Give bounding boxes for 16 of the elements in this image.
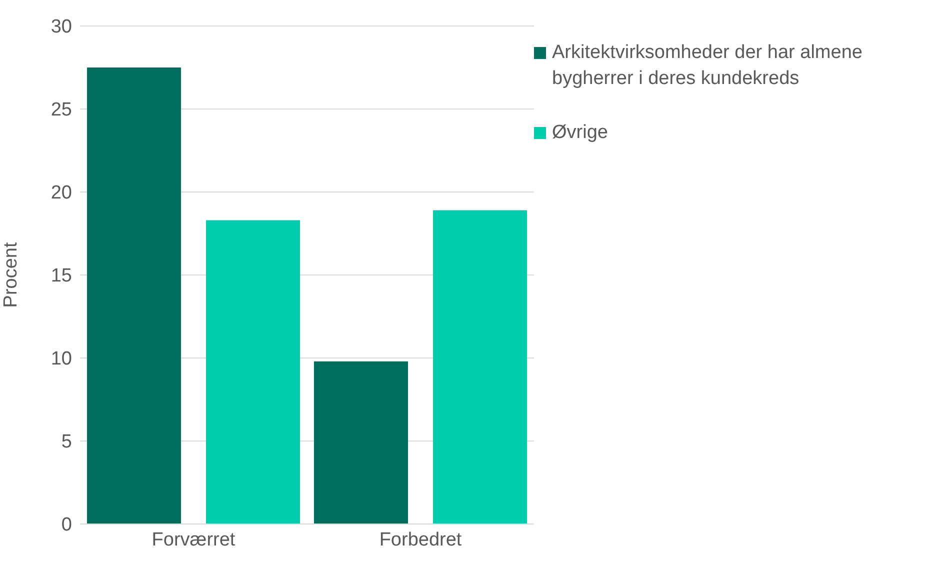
- y-tick-label: 25: [50, 100, 72, 121]
- y-tick-label: 10: [50, 348, 72, 370]
- bar: [314, 361, 408, 524]
- bar: [433, 210, 527, 524]
- y-tick-label: 15: [50, 266, 72, 287]
- x-tick-label: Forbedret: [379, 529, 462, 550]
- y-tick-label: 20: [50, 182, 72, 204]
- y-tick-label: 5: [61, 432, 72, 453]
- legend-label: Arkitektvirksomheder der har almene bygherrer i deres kundekreds: [552, 41, 864, 91]
- y-tick-label: 0: [61, 514, 72, 536]
- x-tick-label: Forværret: [152, 529, 236, 550]
- bar: [87, 68, 181, 524]
- y-tick-label: 30: [50, 16, 72, 38]
- legend-label: Øvrige: [552, 121, 608, 145]
- y-axis-title: Procent: [0, 242, 22, 308]
- bar: [206, 220, 300, 524]
